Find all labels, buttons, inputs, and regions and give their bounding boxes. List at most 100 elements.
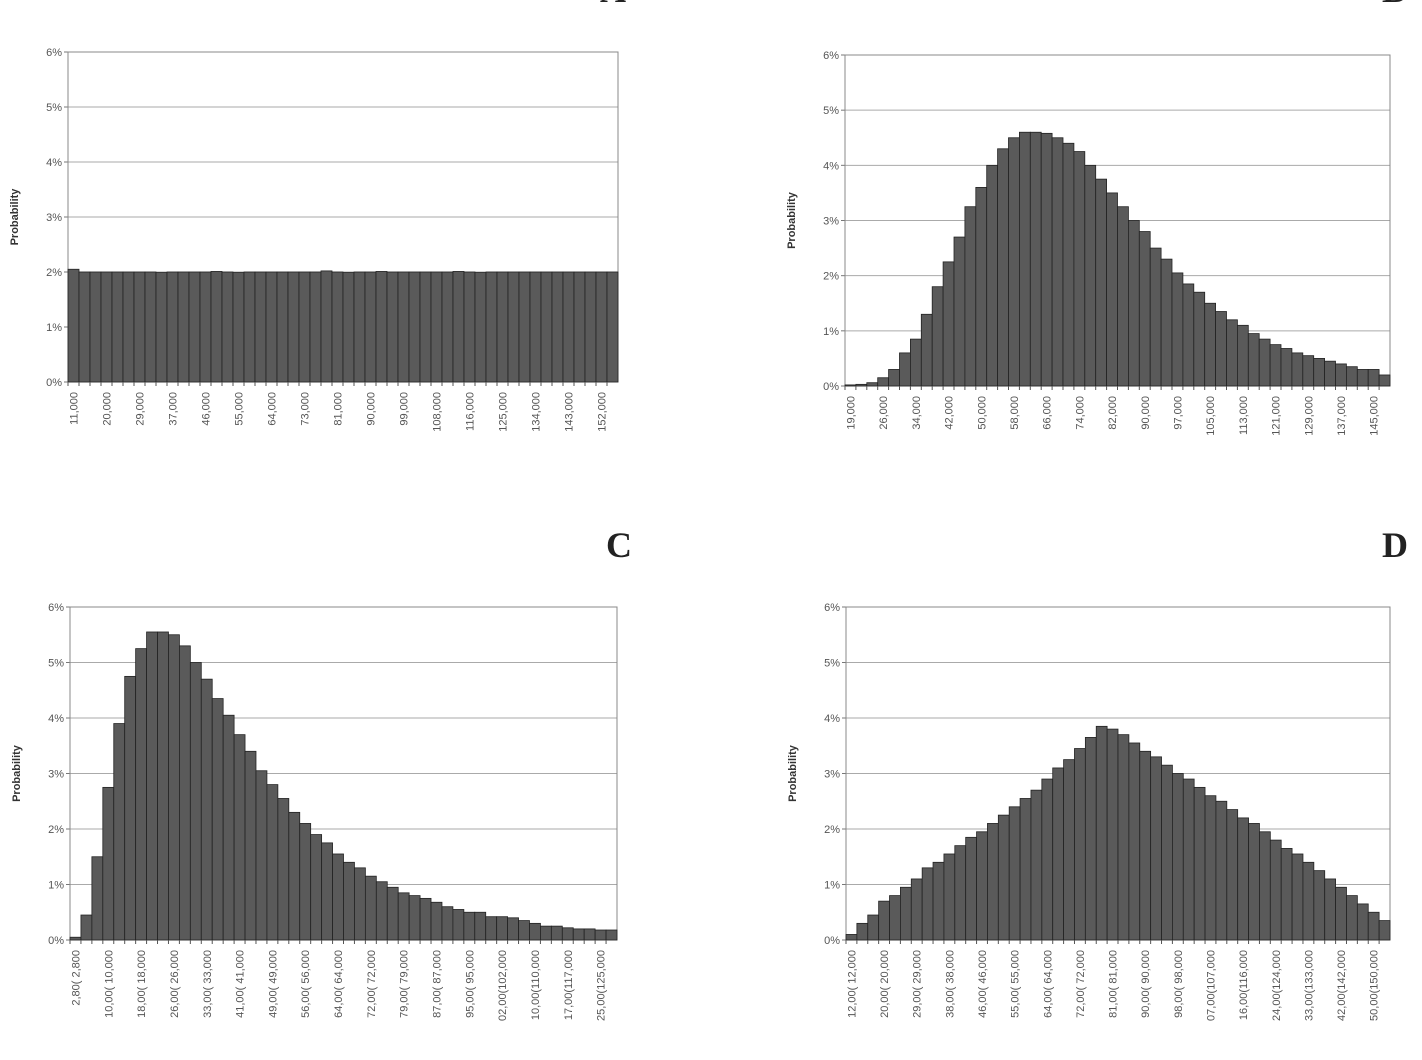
- bar: [1149, 247, 1162, 387]
- x-tick-label: 16,00(116,000: [1238, 950, 1250, 1020]
- y-tick-label: 0%: [46, 377, 62, 389]
- x-tick-label: 33,00(133,000: [1303, 950, 1315, 1021]
- bar: [529, 271, 542, 383]
- x-tick-label: 116,000: [465, 392, 477, 431]
- x-tick-label: 113,000: [1238, 396, 1250, 435]
- x-tick-label: 125,000: [498, 392, 510, 432]
- bar: [199, 271, 212, 383]
- bar: [606, 271, 619, 383]
- bar: [1291, 352, 1304, 387]
- bar: [965, 836, 977, 941]
- bar: [1073, 151, 1086, 387]
- bar: [277, 798, 290, 941]
- bar: [1356, 369, 1369, 387]
- bar: [1248, 823, 1260, 941]
- bar: [910, 338, 922, 387]
- bar: [1367, 369, 1380, 387]
- bar: [113, 723, 126, 941]
- bar: [1019, 131, 1031, 387]
- y-tick-label: 4%: [48, 713, 64, 725]
- x-tick-label: 10,00(110,000: [530, 950, 542, 1020]
- bar: [408, 271, 421, 383]
- bar: [474, 272, 487, 383]
- bar: [1215, 800, 1228, 941]
- x-tick-label: 97,000: [1172, 396, 1184, 430]
- x-tick-label: 25,00(125,000: [596, 950, 608, 1021]
- x-tick-label: 17,00(117,000: [563, 950, 575, 1020]
- bar: [910, 878, 923, 941]
- x-tick-label: 34,000: [911, 396, 923, 430]
- bar: [942, 261, 955, 387]
- bar: [1139, 750, 1152, 941]
- x-tick-label: 29,00( 29,000: [912, 950, 924, 1018]
- bar: [1029, 131, 1042, 387]
- x-tick-label: 66,000: [1042, 396, 1054, 430]
- y-tick-label: 6%: [823, 50, 839, 62]
- y-axis-label: Probability: [786, 191, 798, 249]
- bar: [1280, 348, 1293, 387]
- x-tick-label: 72,00( 72,000: [366, 950, 378, 1018]
- bar: [1150, 756, 1162, 941]
- x-tick-label: 02,00(102,000: [497, 950, 509, 1021]
- y-tick-label: 1%: [824, 880, 840, 892]
- y-axis-label: Probability: [9, 188, 21, 246]
- bar: [1008, 806, 1021, 941]
- panel-letter: B: [1382, 0, 1406, 10]
- bar: [1062, 142, 1075, 387]
- bar: [1019, 798, 1032, 941]
- x-tick-label: 56,00( 56,000: [300, 950, 312, 1018]
- x-tick-label: 98,00( 98,000: [1173, 950, 1185, 1018]
- bar: [844, 384, 857, 387]
- y-axis-label: Probability: [11, 744, 23, 802]
- bar: [551, 271, 564, 383]
- bar: [1378, 374, 1391, 387]
- x-tick-label: 20,000: [102, 392, 114, 426]
- bar: [1226, 319, 1238, 387]
- bar: [1095, 178, 1107, 387]
- y-tick-label: 2%: [824, 824, 840, 836]
- bar: [1313, 870, 1326, 941]
- x-tick-label: 07,00(107,000: [1205, 950, 1217, 1021]
- y-tick-label: 1%: [48, 880, 64, 892]
- bar: [562, 271, 575, 383]
- bar: [997, 148, 1009, 387]
- bar: [964, 206, 977, 387]
- bar: [1247, 333, 1260, 387]
- x-tick-label: 46,00( 46,000: [977, 950, 989, 1018]
- x-tick-label: 55,000: [234, 392, 246, 426]
- bar: [397, 271, 410, 383]
- bar: [221, 271, 234, 383]
- x-tick-label: 64,00( 64,000: [333, 950, 345, 1018]
- panel-letter: D: [1382, 525, 1408, 565]
- bar: [976, 831, 988, 941]
- chart-panel: C Probability 0% 1% 2% 3% 4% 5% 6% 2,80( 2,800 10,…: [11, 525, 632, 1021]
- x-tick-label: 11,000: [69, 392, 81, 425]
- bar: [298, 271, 311, 383]
- y-tick-label: 5%: [823, 105, 839, 117]
- y-tick-label: 5%: [824, 658, 840, 670]
- bar: [419, 271, 432, 383]
- x-tick-label: 58,000: [1009, 396, 1021, 430]
- y-tick-label: 0%: [823, 381, 839, 393]
- panel-letter: A: [600, 0, 626, 10]
- x-tick-label: 33,00( 33,000: [202, 950, 214, 1018]
- bar: [386, 886, 399, 941]
- bar: [419, 897, 432, 941]
- chart-panel: B Probability 0% 1% 2% 3% 4% 5% 6% 19,000 26,000 34…: [786, 0, 1406, 436]
- x-tick-label: 42,000: [944, 396, 956, 430]
- bar: [1324, 878, 1336, 941]
- bar: [867, 914, 880, 941]
- bar: [155, 272, 168, 383]
- bar: [331, 271, 344, 383]
- bar: [845, 934, 858, 941]
- bar: [507, 271, 520, 383]
- bar: [1095, 725, 1108, 941]
- bar: [932, 861, 945, 941]
- bar: [178, 645, 191, 941]
- bar: [441, 271, 454, 383]
- bar: [375, 271, 388, 383]
- bar: [1160, 258, 1173, 387]
- bar: [430, 271, 443, 383]
- bar: [1052, 767, 1064, 941]
- bar: [102, 786, 115, 941]
